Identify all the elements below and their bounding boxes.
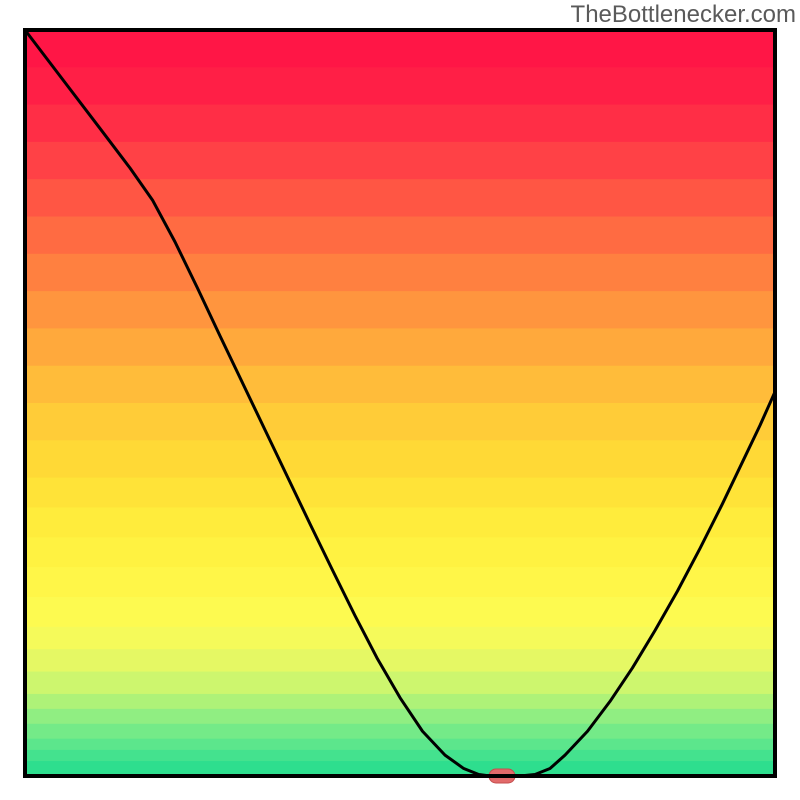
watermark-text: TheBottlenecker.com [571,1,796,28]
gradient-background [25,30,775,777]
bottleneck-chart: TheBottlenecker.com [0,0,800,800]
